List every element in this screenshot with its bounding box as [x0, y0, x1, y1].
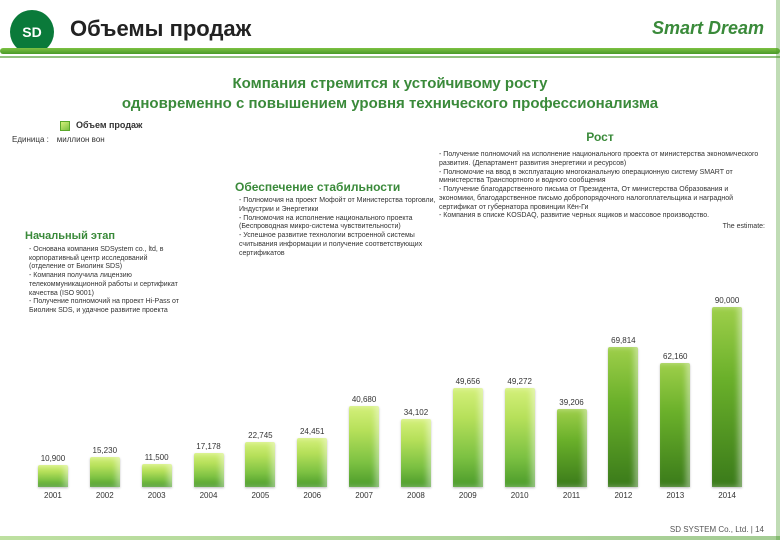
- bar: [660, 363, 690, 487]
- unit-value: миллион вон: [57, 135, 105, 144]
- brand-text: Smart Dream: [652, 18, 764, 39]
- bar: [505, 388, 535, 487]
- phase-growth-list: Получение полномочий на исполнение нацио…: [435, 151, 765, 221]
- bar-year-label: 2013: [666, 491, 684, 500]
- bar-value-label: 24,451: [300, 427, 324, 436]
- bar-wrap: 34,102 2008: [393, 408, 439, 500]
- slide: SD Объемы продаж Smart Dream Компания ст…: [0, 0, 780, 540]
- bar-wrap: 40,680 2007: [341, 395, 387, 500]
- bar-year-label: 2002: [96, 491, 114, 500]
- bar-wrap: 69,814 2012: [600, 336, 646, 500]
- footer-text: SD SYSTEM Co., Ltd. | 14: [670, 525, 764, 534]
- bar: [401, 419, 431, 487]
- header-rule-thin: [0, 56, 780, 58]
- bar-value-label: 22,745: [248, 431, 272, 440]
- bar: [38, 465, 68, 487]
- bar: [90, 457, 120, 487]
- logo-text: SD: [22, 24, 41, 40]
- phase-stability-item: Полномочия на исполнение национального п…: [239, 215, 455, 233]
- phase-stability-item: Полномочия на проект Мофойт от Министерс…: [239, 197, 455, 215]
- bottom-accent: [0, 536, 780, 540]
- bar-wrap: 39,206 2011: [549, 398, 595, 500]
- bar-year-label: 2005: [251, 491, 269, 500]
- bar-value-label: 15,230: [93, 446, 117, 455]
- phase-growth-block: Рост Получение полномочий на исполнение …: [435, 130, 765, 232]
- phase-growth-item: Полномочие на ввод в эксплуатацию многок…: [439, 169, 765, 187]
- unit-label: Единица :: [12, 135, 49, 144]
- bar-value-label: 40,680: [352, 395, 376, 404]
- bar-year-label: 2007: [355, 491, 373, 500]
- bar-year-label: 2011: [563, 491, 580, 500]
- bar-value-label: 10,900: [41, 454, 65, 463]
- phase-growth-item: Получение благодарственного письма от Пр…: [439, 186, 765, 212]
- bar-wrap: 10,900 2001: [30, 454, 76, 500]
- bar-value-label: 62,160: [663, 352, 687, 361]
- bar-year-label: 2003: [148, 491, 166, 500]
- bar: [608, 347, 638, 487]
- bar-year-label: 2009: [459, 491, 477, 500]
- bar: [142, 464, 172, 487]
- phase-stability-block: Обеспечение стабильности Полномочия на п…: [235, 180, 455, 258]
- phase-stability-list: Полномочия на проект Мофойт от Министерс…: [235, 197, 455, 258]
- phase-start-item: Основана компания SDSystem co., ltd, в к…: [29, 246, 185, 272]
- subtitle-line1: Компания стремится к устойчивому росту: [20, 74, 760, 94]
- bar-wrap: 49,656 2009: [445, 377, 491, 500]
- bar: [712, 307, 742, 487]
- cube-icon: [60, 121, 70, 131]
- bar-wrap: 17,178 2004: [186, 442, 232, 500]
- unit-label-block: Единица : миллион вон: [12, 135, 132, 146]
- bar-year-label: 2012: [614, 491, 632, 500]
- bar-value-label: 69,814: [611, 336, 635, 345]
- bar-year-label: 2001: [44, 491, 62, 500]
- bar: [194, 453, 224, 487]
- bar-value-label: 39,206: [559, 398, 583, 407]
- bar: [453, 388, 483, 487]
- bar: [297, 438, 327, 487]
- bar-value-label: 11,500: [145, 453, 169, 462]
- phase-growth-item: Получение полномочий на исполнение нацио…: [439, 151, 765, 169]
- bar-value-label: 17,178: [196, 442, 220, 451]
- bar-year-label: 2014: [718, 491, 736, 500]
- header: SD Объемы продаж Smart Dream: [0, 0, 780, 64]
- bar-wrap: 24,451 2006: [289, 427, 335, 500]
- bar-wrap: 49,272 2010: [497, 377, 543, 500]
- phase-growth-heading: Рост: [435, 130, 765, 145]
- bar-year-label: 2006: [303, 491, 321, 500]
- phase-start-item: Компания получила лицензию телекоммуника…: [29, 272, 185, 298]
- bar-value-label: 49,272: [507, 377, 531, 386]
- phase-growth-item: Компания в списке KOSDAQ, развитие черны…: [439, 212, 765, 221]
- estimate-label: The estimate:: [435, 223, 765, 232]
- bar-wrap: 22,745 2005: [237, 431, 283, 500]
- bar-value-label: 34,102: [404, 408, 428, 417]
- bar-wrap: 15,230 2002: [82, 446, 128, 500]
- bar-value-label: 49,656: [456, 377, 480, 386]
- subtitle: Компания стремится к устойчивому росту о…: [20, 74, 760, 113]
- bar-year-label: 2008: [407, 491, 425, 500]
- bar: [245, 442, 275, 487]
- volume-label-block: Объем продаж: [60, 120, 200, 132]
- subtitle-line2: одновременно с повышением уровня техниче…: [20, 94, 760, 114]
- header-rule-thick: [0, 48, 780, 54]
- bar-chart: 10,900 2001 15,230 2002 11,500 2003 17,178 2004…: [30, 300, 750, 500]
- bar-wrap: 62,160 2013: [652, 352, 698, 500]
- page-title: Объемы продаж: [70, 16, 251, 42]
- phase-start-heading: Начальный этап: [25, 230, 185, 244]
- right-accent: [776, 0, 780, 540]
- bar: [349, 406, 379, 487]
- bar: [557, 409, 587, 487]
- volume-label: Объем продаж: [76, 120, 142, 130]
- phase-stability-item: Успешное развитие технологии встроенной …: [239, 232, 455, 258]
- bar-wrap: 11,500 2003: [134, 453, 180, 500]
- bar-value-label: 90,000: [715, 296, 739, 305]
- bar-year-label: 2004: [200, 491, 218, 500]
- bar-wrap: 90,000 2014: [704, 296, 750, 500]
- bar-year-label: 2010: [511, 491, 529, 500]
- phase-stability-heading: Обеспечение стабильности: [235, 180, 455, 195]
